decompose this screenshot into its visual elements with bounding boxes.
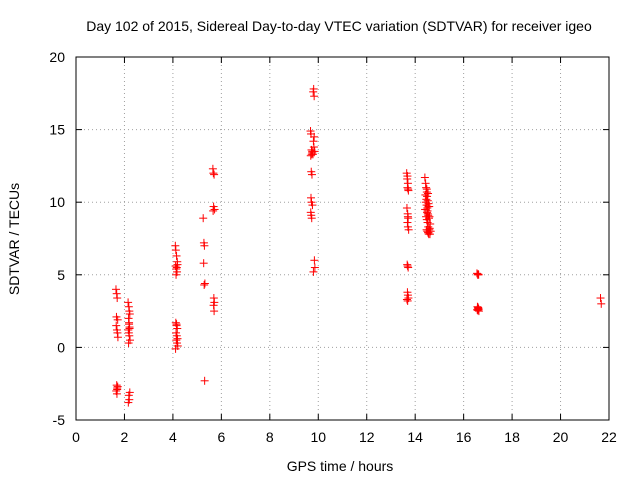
data-point <box>403 296 412 305</box>
data-point <box>125 388 134 397</box>
data-point <box>171 246 180 255</box>
data-point <box>113 294 122 303</box>
data-point <box>124 339 133 348</box>
data-point <box>402 295 411 304</box>
data-point <box>403 212 412 221</box>
data-point <box>309 143 318 152</box>
y-tick-label: 0 <box>57 339 65 355</box>
y-tick-label: 15 <box>49 122 65 138</box>
data-point <box>474 270 483 279</box>
y-tick-label: 20 <box>49 49 65 65</box>
y-tick-label: -5 <box>53 412 66 428</box>
data-points <box>111 84 606 407</box>
x-tick-label: 18 <box>504 429 520 445</box>
data-point <box>310 92 319 101</box>
data-point <box>426 219 435 228</box>
data-point <box>310 263 319 272</box>
data-point <box>424 189 433 198</box>
data-point <box>199 214 208 223</box>
x-tick-label: 14 <box>407 429 423 445</box>
data-point <box>473 306 482 315</box>
data-point <box>597 299 606 308</box>
x-tick-label: 4 <box>169 429 177 445</box>
data-point <box>209 169 218 178</box>
data-point <box>426 227 435 236</box>
data-point <box>113 333 122 342</box>
data-point <box>200 241 209 250</box>
x-axis-label: GPS time / hours <box>287 458 394 474</box>
x-tick-label: 20 <box>553 429 569 445</box>
data-point <box>403 172 412 181</box>
data-point <box>425 225 434 234</box>
data-point <box>402 204 411 213</box>
x-tick-label: 0 <box>72 429 80 445</box>
data-point <box>425 212 434 221</box>
grid-lines <box>75 56 610 421</box>
data-point <box>112 321 121 330</box>
data-point <box>171 344 180 353</box>
x-tick-label: 2 <box>121 429 129 445</box>
y-tick-label: 5 <box>57 267 65 283</box>
data-point <box>310 256 319 265</box>
data-point <box>200 279 209 288</box>
data-point <box>111 285 120 294</box>
data-point <box>124 298 133 307</box>
data-point <box>309 84 318 93</box>
data-point <box>420 173 429 182</box>
x-tick-label: 22 <box>601 429 617 445</box>
data-point <box>472 269 481 278</box>
data-point <box>125 324 134 333</box>
data-point <box>404 225 413 234</box>
data-point <box>422 185 431 194</box>
data-point <box>424 202 433 211</box>
data-point <box>404 185 413 194</box>
x-tick-label: 8 <box>266 429 274 445</box>
data-point <box>210 205 219 214</box>
y-axis-label: SDTVAR / TECUs <box>6 183 22 295</box>
data-point <box>173 260 182 269</box>
data-point <box>200 280 209 289</box>
data-point <box>309 267 318 276</box>
data-point <box>124 398 133 407</box>
data-point <box>209 206 218 215</box>
x-tick-label: 10 <box>310 429 326 445</box>
data-point <box>113 315 122 324</box>
data-point <box>310 147 319 156</box>
data-point <box>474 304 483 313</box>
data-point <box>310 132 319 141</box>
chart-title: Day 102 of 2015, Sidereal Day-to-day VTE… <box>86 18 592 34</box>
data-point <box>125 310 134 319</box>
data-point <box>172 320 181 329</box>
data-point <box>173 324 182 333</box>
data-point <box>423 206 432 215</box>
data-point <box>422 183 431 192</box>
data-point <box>307 214 316 223</box>
data-point <box>404 263 413 272</box>
data-point <box>308 201 317 210</box>
data-point <box>172 251 181 260</box>
plot-frame <box>75 56 610 421</box>
y-tick-label: 10 <box>49 194 65 210</box>
data-point <box>173 334 182 343</box>
tick-labels: 0 2 4 6 8 10 12 14 16 18 20 22 -5 0 5 10 15 20 <box>49 49 617 445</box>
data-point <box>125 331 134 340</box>
x-tick-label: 16 <box>456 429 472 445</box>
data-point <box>113 385 122 394</box>
data-point <box>200 376 209 385</box>
data-point <box>210 170 219 179</box>
data-point <box>172 270 181 279</box>
data-point <box>596 294 605 303</box>
data-point <box>210 307 219 316</box>
x-tick-label: 12 <box>359 429 375 445</box>
x-tick-label: 6 <box>217 429 225 445</box>
data-point <box>307 170 316 179</box>
data-point <box>199 259 208 268</box>
